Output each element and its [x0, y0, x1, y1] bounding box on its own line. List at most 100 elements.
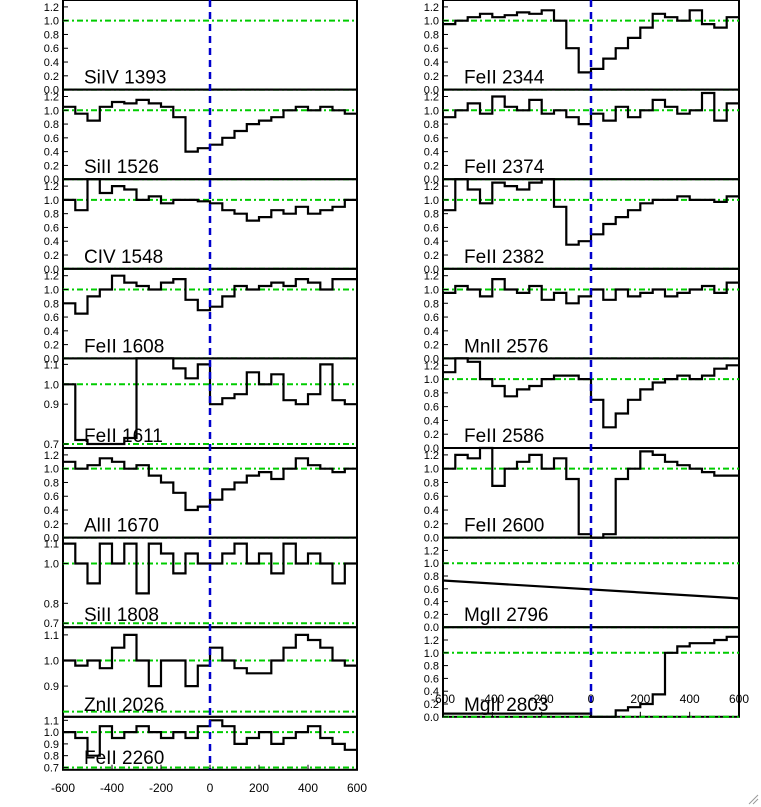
xtick-label-col0-3: 0 — [207, 781, 214, 795]
ytick-label-feii-2374-4: 0.8 — [424, 119, 439, 131]
xtick-label-col1-4: 200 — [630, 692, 650, 706]
ytick-label-feii-2600-4: 0.8 — [424, 477, 439, 489]
xtick-label-col1-5: 400 — [680, 692, 700, 706]
ytick-label-feii-2600-2: 0.4 — [424, 505, 439, 517]
panel-label-alii-1670: AlII 1670 — [84, 516, 159, 537]
panel-label-mgii-2803: MgII 2803 — [464, 695, 549, 716]
ytick-label-feii-2344-0: 0.0 — [424, 85, 439, 97]
xtick-label-col0-0: -600 — [51, 781, 75, 795]
ytick-label-siii-1526-3: 0.6 — [44, 133, 59, 145]
spectrum-series-feii-1611 — [63, 357, 357, 446]
spectrum-series-feii-1608 — [63, 274, 357, 315]
spectrum-series-znii-2026 — [63, 633, 357, 688]
ytick-label-alii-1670-3: 0.6 — [44, 491, 59, 503]
spectrum-series-feii-2344 — [443, 9, 739, 74]
ytick-label-feii-2382-3: 0.6 — [424, 222, 439, 234]
panel-label-feii-2344: FeII 2344 — [464, 68, 545, 89]
ytick-label-civ-1548-0: 0.0 — [44, 264, 59, 276]
xtick-label-col0-1: -400 — [100, 781, 124, 795]
xtick-label-col1-0: -600 — [431, 692, 455, 706]
ytick-label-civ-1548-2: 0.4 — [44, 236, 59, 248]
ytick-label-mgii-2796-3: 0.6 — [424, 584, 439, 596]
ytick-label-siii-1526-0: 0.0 — [44, 174, 59, 186]
xtick-label-col0-6: 600 — [347, 781, 367, 795]
ytick-label-siiv-1393-5: 1.0 — [44, 16, 59, 28]
ytick-label-siiv-1393-0: 0.0 — [44, 85, 59, 97]
xtick-label-col0-2: -200 — [149, 781, 173, 795]
ytick-label-mnii-2576-3: 0.6 — [424, 312, 439, 324]
ytick-label-feii-1608-5: 1.0 — [44, 284, 59, 296]
panel-label-feii-1608: FeII 1608 — [84, 336, 164, 357]
ytick-label-feii-2600-0: 0.0 — [424, 533, 439, 545]
ytick-label-feii-2600-1: 0.2 — [424, 519, 439, 531]
ytick-label-feii-1608-4: 0.8 — [44, 298, 59, 310]
ytick-label-siii-1526-6: 1.2 — [44, 91, 59, 103]
ytick-label-feii-1608-2: 0.4 — [44, 326, 59, 338]
ytick-label-feii-1611-3: 1.1 — [44, 359, 59, 371]
ytick-label-feii-2374-6: 1.2 — [424, 91, 439, 103]
ytick-label-feii-2586-2: 0.4 — [424, 415, 439, 427]
ytick-label-siiv-1393-6: 1.2 — [44, 2, 59, 14]
xtick-label-col1-3: 0 — [588, 692, 595, 706]
ytick-label-siii-1808-0: 0.7 — [44, 618, 59, 630]
spectrum-series-feii-2382 — [443, 178, 739, 246]
panel-label-feii-2600: FeII 2600 — [464, 516, 544, 537]
panel-label-siii-1526: SiII 1526 — [84, 157, 159, 178]
ytick-label-feii-2586-1: 0.2 — [424, 429, 439, 441]
xtick-label-col0-5: 400 — [298, 781, 318, 795]
ytick-label-mnii-2576-6: 1.2 — [424, 271, 439, 283]
ytick-label-siii-1808-1: 0.8 — [44, 598, 59, 610]
ytick-label-siii-1808-2: 1.0 — [44, 558, 59, 570]
ytick-label-feii-2600-5: 1.0 — [424, 464, 439, 476]
ytick-label-feii-2586-5: 1.0 — [424, 374, 439, 386]
ytick-label-feii-2260-2: 0.9 — [44, 739, 59, 751]
spectrum-series-feii-2586 — [443, 357, 739, 429]
ytick-label-alii-1670-2: 0.4 — [44, 505, 59, 517]
panel-label-siiv-1393: SiIV 1393 — [84, 68, 166, 89]
ytick-label-feii-1608-1: 0.2 — [44, 340, 59, 352]
ytick-label-feii-1608-3: 0.6 — [44, 312, 59, 324]
ytick-label-feii-1611-1: 0.9 — [44, 399, 59, 411]
ytick-label-feii-2260-1: 0.8 — [44, 751, 59, 763]
panel-label-civ-1548: CIV 1548 — [84, 247, 163, 268]
ytick-label-civ-1548-3: 0.6 — [44, 222, 59, 234]
ytick-label-siii-1526-1: 0.2 — [44, 160, 59, 172]
panel-label-feii-2260: FeII 2260 — [84, 748, 164, 769]
ytick-label-feii-2374-1: 0.2 — [424, 160, 439, 172]
ytick-label-feii-1611-2: 1.0 — [44, 379, 59, 391]
ytick-label-mnii-2576-2: 0.4 — [424, 326, 439, 338]
ytick-label-mgii-2803-1: 0.2 — [424, 699, 439, 711]
ytick-label-feii-2344-3: 0.6 — [424, 43, 439, 55]
ytick-label-feii-2600-6: 1.2 — [424, 450, 439, 462]
ytick-label-feii-2260-4: 1.1 — [44, 715, 59, 727]
ytick-label-mnii-2576-1: 0.2 — [424, 340, 439, 352]
panel-label-siii-1808: SiII 1808 — [84, 605, 159, 626]
ytick-label-mgii-2803-3: 0.6 — [424, 673, 439, 685]
ytick-label-mgii-2803-5: 1.0 — [424, 648, 439, 660]
ytick-label-siiv-1393-3: 0.6 — [44, 43, 59, 55]
ytick-label-mgii-2796-5: 1.0 — [424, 558, 439, 570]
ytick-label-feii-2382-2: 0.4 — [424, 236, 439, 248]
ytick-label-feii-2382-1: 0.2 — [424, 250, 439, 262]
ytick-label-feii-2374-0: 0.0 — [424, 174, 439, 186]
ytick-label-siii-1526-2: 0.4 — [44, 147, 59, 159]
ytick-label-feii-2586-6: 1.2 — [424, 360, 439, 372]
spectrum-series-siii-1808 — [63, 542, 357, 595]
panel-label-feii-1611: FeII 1611 — [84, 426, 163, 447]
ytick-label-znii-2026-0: 0.9 — [44, 681, 59, 693]
ytick-label-mnii-2576-5: 1.0 — [424, 284, 439, 296]
ytick-label-civ-1548-1: 0.2 — [44, 250, 59, 262]
xtick-label-col0-4: 200 — [249, 781, 269, 795]
ytick-label-feii-2586-3: 0.6 — [424, 402, 439, 414]
ytick-label-mgii-2803-0: 0.0 — [424, 712, 439, 724]
resize-grip-icon — [748, 794, 759, 805]
ytick-label-siii-1526-4: 0.8 — [44, 119, 59, 131]
ytick-label-feii-2344-1: 0.2 — [424, 71, 439, 83]
panel-label-feii-2586: FeII 2586 — [464, 426, 544, 447]
xtick-label-col1-6: 600 — [729, 692, 749, 706]
ytick-label-siiv-1393-4: 0.8 — [44, 29, 59, 41]
panel-label-znii-2026: ZnII 2026 — [84, 695, 164, 716]
ytick-label-feii-2586-4: 0.8 — [424, 388, 439, 400]
panel-label-feii-2374: FeII 2374 — [464, 157, 545, 178]
panel-label-mnii-2576: MnII 2576 — [464, 336, 549, 357]
